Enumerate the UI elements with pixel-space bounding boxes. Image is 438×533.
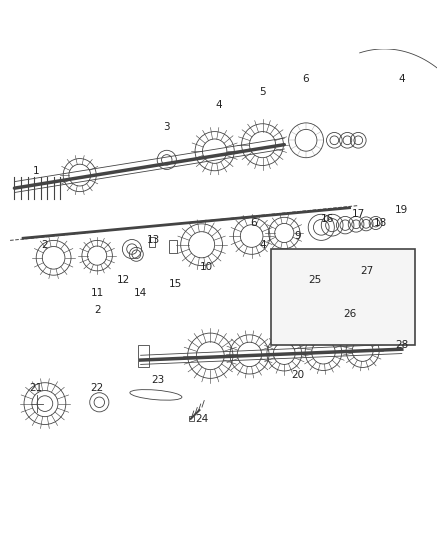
Text: 24: 24 <box>195 414 208 424</box>
Text: 1: 1 <box>33 166 39 176</box>
Text: 4: 4 <box>215 100 223 110</box>
Text: 2: 2 <box>94 305 100 315</box>
Text: 6: 6 <box>251 218 257 228</box>
Text: 25: 25 <box>308 274 321 285</box>
Bar <box>138 345 149 367</box>
Text: 13: 13 <box>147 236 160 245</box>
Text: 14: 14 <box>134 288 147 297</box>
Text: 22: 22 <box>91 383 104 393</box>
Text: 12: 12 <box>117 274 130 285</box>
Text: 18: 18 <box>374 218 387 228</box>
Text: 16: 16 <box>321 214 335 224</box>
Text: 5: 5 <box>259 87 266 98</box>
Text: 21: 21 <box>30 383 43 393</box>
Text: 19: 19 <box>395 205 408 215</box>
Text: 10: 10 <box>199 262 212 271</box>
Text: 23: 23 <box>152 375 165 385</box>
Text: 15: 15 <box>169 279 182 289</box>
Text: 9: 9 <box>294 231 300 241</box>
Text: 4: 4 <box>399 75 405 84</box>
Text: 11: 11 <box>91 288 104 297</box>
Text: 28: 28 <box>395 340 408 350</box>
Bar <box>271 249 415 345</box>
Text: 6: 6 <box>303 75 309 84</box>
Text: 2: 2 <box>42 240 48 250</box>
Text: 20: 20 <box>291 370 304 381</box>
Text: 27: 27 <box>360 266 374 276</box>
Text: 26: 26 <box>343 309 356 319</box>
Bar <box>188 416 194 421</box>
Text: 17: 17 <box>352 209 365 219</box>
Text: 4: 4 <box>259 240 266 250</box>
Text: 3: 3 <box>163 122 170 132</box>
Bar <box>169 240 177 254</box>
Bar <box>149 237 155 247</box>
